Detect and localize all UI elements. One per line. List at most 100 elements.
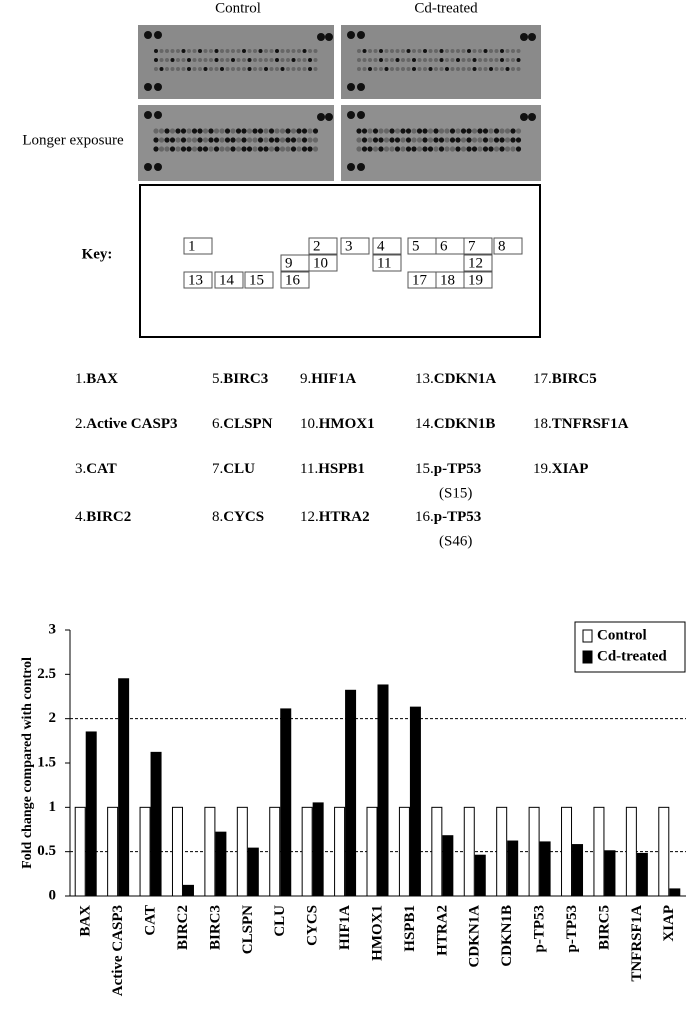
blot-dot <box>362 67 367 71</box>
gene-number: 5. <box>212 371 223 387</box>
blot-dot <box>175 137 181 143</box>
blot-dot <box>357 31 365 39</box>
blot-dot <box>191 146 198 152</box>
blot-dot <box>264 67 268 71</box>
blot-dot <box>286 67 290 71</box>
blot-dot <box>313 67 318 71</box>
legend-box <box>574 621 686 673</box>
blot-dot <box>434 58 438 62</box>
blot-dot <box>242 49 246 53</box>
blot-dot <box>187 67 191 71</box>
gene-name: p-TP53 <box>434 509 482 525</box>
blot-dot <box>154 163 162 171</box>
blot-dot <box>220 58 224 62</box>
blot-dot <box>428 67 433 71</box>
blot-dot <box>208 128 214 134</box>
legend-label: Control <box>597 627 647 643</box>
blot-dot <box>308 58 312 62</box>
blot-dot <box>236 58 241 62</box>
gene-name: CDKN1B <box>434 416 496 432</box>
blot-dot <box>296 137 302 143</box>
y-tick-label: 1.5 <box>37 754 56 770</box>
blot-dot <box>297 67 301 71</box>
blot-dot <box>450 58 455 62</box>
blot-dot <box>165 58 169 62</box>
blot-dot <box>154 31 162 39</box>
blot-dot <box>258 67 263 71</box>
blot-dot <box>438 128 445 134</box>
x-tick-label: HMOX1 <box>369 905 385 961</box>
x-tick-label: XIAP <box>661 905 677 942</box>
bar <box>301 806 313 897</box>
y-tick-label: 3 <box>49 621 57 637</box>
blot-dot <box>263 128 269 134</box>
blot-dot <box>400 146 406 152</box>
blot-dot <box>158 137 165 143</box>
blot-dot <box>225 67 230 71</box>
x-tick-label: HTRA2 <box>434 905 450 956</box>
gene-item: 5.BIRC3 <box>212 371 268 387</box>
blot-dot <box>219 128 225 134</box>
gene-number: 1. <box>75 371 86 387</box>
blot-dot <box>144 111 152 119</box>
x-tick-label: CAT <box>142 905 158 936</box>
blot-dot <box>384 67 389 71</box>
blot-dot <box>520 113 528 121</box>
bar <box>398 806 410 897</box>
blot-dot <box>154 49 158 53</box>
gene-number: 14. <box>415 416 434 432</box>
gene-name: TNFRSF1A <box>552 416 629 432</box>
y-tick-label: 0.5 <box>37 843 56 859</box>
blot-dot <box>236 49 241 53</box>
gene-item: 6.CLSPN <box>212 416 273 432</box>
blot-dot <box>181 67 186 71</box>
blot-dot <box>357 163 365 171</box>
blot-dot <box>390 49 394 53</box>
blot-dot <box>405 137 412 143</box>
blot-dot <box>286 49 290 53</box>
gene-number: 17. <box>533 371 552 387</box>
gene-name: CDKN1A <box>434 371 497 387</box>
blot-dot <box>472 49 477 53</box>
blot-dot <box>477 146 483 152</box>
blot-dot <box>191 137 198 143</box>
blot-dot <box>401 58 405 62</box>
blot-dot <box>438 137 445 143</box>
blot-dot <box>499 137 505 143</box>
x-tick-label: Active CASP3 <box>110 905 126 996</box>
blot-dot <box>312 128 319 134</box>
blot-dot <box>427 137 434 143</box>
blot-dot <box>378 128 384 134</box>
blot-dot <box>258 49 263 53</box>
bar <box>215 831 227 897</box>
blot-dot <box>368 49 372 53</box>
blot-dot <box>417 49 422 53</box>
blot-dot <box>357 58 361 62</box>
gene-item: 16.p-TP53 <box>415 509 481 525</box>
blot-dot <box>268 146 275 152</box>
blot-dot <box>317 113 325 121</box>
blot-dot <box>478 49 482 53</box>
gene-item: 10.HMOX1 <box>300 416 375 432</box>
blot-dot <box>400 128 406 134</box>
gene-name: p-TP53 <box>434 461 482 477</box>
blot-dot <box>510 146 516 152</box>
blot-dot <box>241 128 247 134</box>
blot-dot <box>181 58 186 62</box>
blot-dot <box>500 58 504 62</box>
blot-dot <box>428 58 433 62</box>
bar <box>345 689 357 897</box>
blot-dot <box>456 58 460 62</box>
blot-dot <box>460 146 467 152</box>
gene-name: XIAP <box>552 461 589 477</box>
blot-dot <box>197 146 203 152</box>
blot-dot <box>213 146 220 152</box>
bar <box>528 806 540 897</box>
key-number: 8 <box>498 238 506 254</box>
bar <box>377 684 389 897</box>
blot-dot <box>175 128 181 134</box>
blot-dot <box>372 137 379 143</box>
blot-dot <box>483 49 488 53</box>
blot-dot <box>444 146 450 152</box>
